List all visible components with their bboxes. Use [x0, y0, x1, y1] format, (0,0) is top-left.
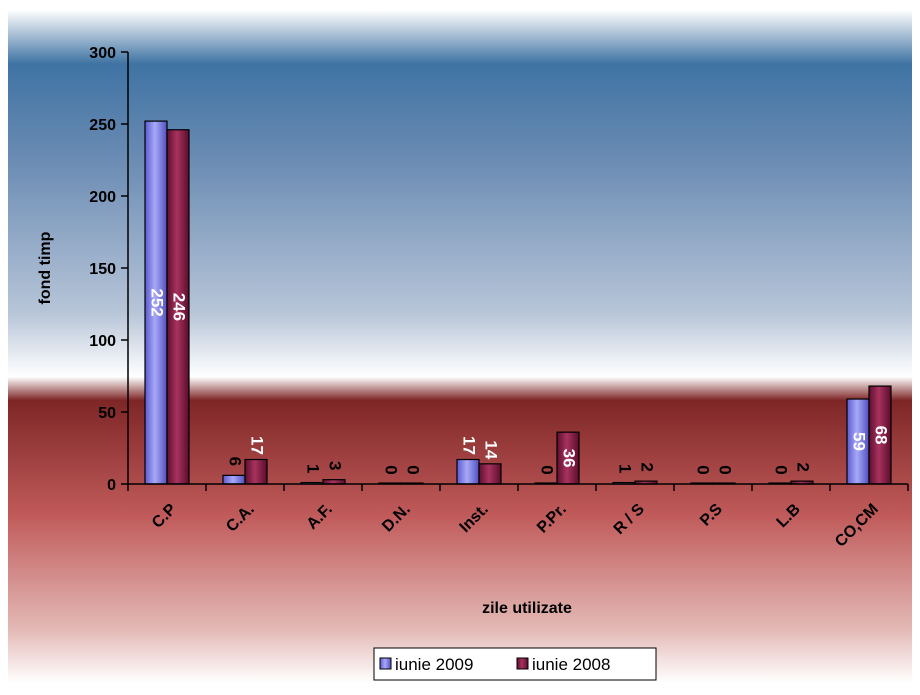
y-tick-label: 250	[89, 117, 116, 134]
legend-swatch	[516, 657, 529, 670]
y-tick-label: 200	[89, 189, 116, 206]
data-label: 0	[772, 465, 791, 474]
bar-series2	[244, 458, 268, 485]
y-axis-label: fond timp	[37, 231, 54, 304]
data-label: 0	[382, 465, 401, 474]
y-tick-label: 0	[107, 477, 116, 494]
data-label: 2	[794, 462, 813, 471]
y-tick-label: 150	[89, 261, 116, 278]
data-label: 3	[326, 461, 345, 470]
data-label: 2	[638, 462, 657, 471]
data-label: 68	[872, 426, 891, 445]
data-label: 0	[404, 465, 423, 474]
data-label: 0	[538, 465, 557, 474]
legend: iunie 2009 iunie 2008	[373, 647, 657, 681]
chart-background	[8, 10, 912, 683]
y-tick-label: 300	[89, 45, 116, 62]
data-label: 1	[616, 464, 635, 473]
bar-series1	[222, 474, 246, 485]
data-label: 246	[170, 293, 189, 321]
data-label: 1	[304, 464, 323, 473]
data-label: 6	[226, 457, 245, 466]
legend-swatch	[379, 657, 392, 670]
bar-series1	[456, 458, 480, 485]
data-label: 59	[850, 432, 869, 451]
legend-label: iunie 2008	[532, 655, 610, 674]
data-label: 0	[716, 465, 735, 474]
bar-series2	[478, 463, 502, 485]
data-label: 0	[694, 465, 713, 474]
data-label: 17	[460, 436, 479, 455]
y-tick-label: 100	[89, 333, 116, 350]
data-label: 36	[560, 449, 579, 468]
data-label: 17	[248, 436, 267, 455]
legend-box	[373, 647, 657, 681]
legend-label: iunie 2009	[395, 655, 473, 674]
data-label: 252	[148, 288, 167, 316]
x-axis-label: zile utilizate	[482, 600, 572, 617]
y-tick-label: 50	[98, 405, 116, 422]
data-label: 14	[482, 440, 501, 459]
